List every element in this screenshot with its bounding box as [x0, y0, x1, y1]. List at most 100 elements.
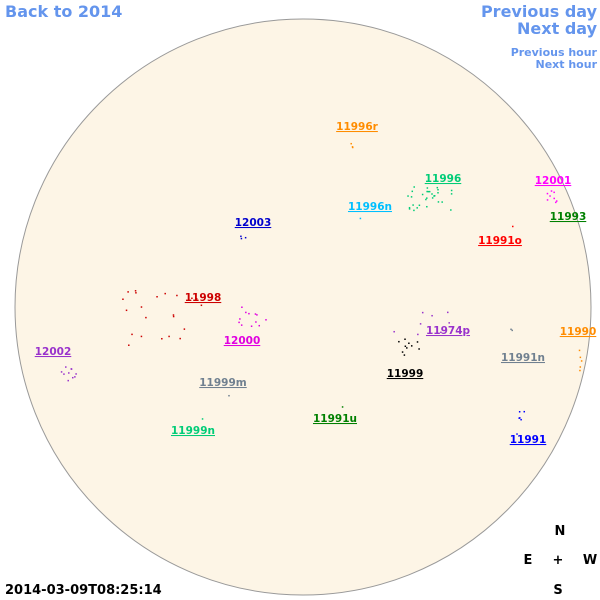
- sunspot: [450, 209, 452, 211]
- sunspot: [419, 323, 422, 325]
- sunspot: [579, 356, 582, 359]
- sunspot: [431, 197, 434, 199]
- sunspot: [68, 372, 70, 374]
- region-label: 11996n: [348, 201, 392, 213]
- sunspot: [421, 193, 424, 196]
- sunspot: [546, 192, 549, 195]
- sunspot: [134, 290, 137, 292]
- sunspot: [553, 197, 555, 200]
- sunspot: [127, 291, 129, 293]
- sunspot: [172, 314, 175, 316]
- sunspot: [580, 360, 583, 362]
- sunspot: [200, 304, 203, 307]
- sunspot: [553, 191, 555, 194]
- region-label: 12001: [535, 175, 572, 187]
- region-label: 11999: [387, 368, 424, 380]
- previous-day-link[interactable]: Previous day: [481, 2, 598, 21]
- sunspot: [128, 344, 130, 346]
- sunspot: [416, 341, 419, 343]
- sunspot: [450, 193, 453, 195]
- sunspot: [426, 190, 428, 193]
- compass-north: N: [555, 524, 566, 539]
- sunspot: [201, 418, 204, 420]
- region-label: 11998: [185, 292, 222, 304]
- sunspot: [412, 204, 414, 206]
- solar-disk: [14, 18, 592, 596]
- region-label: 11993: [550, 211, 587, 223]
- previous-hour-link[interactable]: Previous hour: [511, 46, 598, 59]
- sunspot: [145, 316, 147, 319]
- sunspot: [447, 311, 449, 314]
- sunspot: [70, 368, 73, 370]
- sunspot: [408, 208, 411, 210]
- region-label: 11991n: [501, 352, 545, 364]
- sunspot: [176, 294, 178, 297]
- sunspot: [401, 351, 404, 353]
- sunspot: [555, 200, 558, 202]
- sunspot: [408, 206, 411, 209]
- sunspot: [555, 201, 557, 204]
- sunspot: [404, 345, 407, 348]
- sunspot: [240, 235, 242, 238]
- region-label: 12003: [235, 217, 272, 229]
- sunspot: [393, 330, 395, 333]
- sunspot: [518, 411, 521, 413]
- sunspot: [239, 318, 241, 320]
- next-day-link[interactable]: Next day: [517, 19, 598, 38]
- sunspot: [431, 314, 433, 317]
- compass-west: W: [583, 553, 597, 568]
- sunspot: [436, 186, 439, 189]
- sunspot: [255, 321, 257, 323]
- sunspot: [161, 337, 163, 340]
- sunspot: [60, 371, 63, 373]
- sunspot: [398, 340, 400, 343]
- back-link[interactable]: Back to 2014: [5, 2, 122, 21]
- sunspot: [172, 315, 175, 318]
- sunspot: [250, 325, 253, 327]
- region-labels: 11996r 11996 12001 11993 11996n 12003 11991o 11…: [35, 121, 597, 446]
- sunspot: [426, 205, 428, 208]
- region-label: 11999m: [199, 377, 247, 389]
- sunspot: [418, 348, 420, 350]
- sunspot: [437, 188, 439, 191]
- sunspot: [427, 190, 430, 193]
- sunspot: [244, 236, 247, 239]
- sunspot: [183, 328, 186, 330]
- compass-east: E: [524, 553, 533, 568]
- sunspot: [411, 190, 414, 193]
- sunspot: [523, 410, 526, 413]
- sunspot: [140, 335, 143, 338]
- timestamp: 2014-03-09T08:25:14: [5, 583, 162, 598]
- sunspot: [410, 196, 413, 198]
- sunspot: [428, 190, 431, 193]
- sunspot: [413, 186, 415, 188]
- next-hour-link[interactable]: Next hour: [536, 58, 598, 71]
- sunspot: [518, 417, 520, 419]
- sunspot: [441, 201, 443, 203]
- sunspot: [125, 309, 128, 312]
- sunspot: [550, 190, 553, 192]
- sunspot: [72, 376, 74, 379]
- sunspot: [168, 335, 170, 338]
- sunspot: [416, 207, 418, 209]
- region-label: 11991o: [478, 235, 522, 247]
- sunspot: [122, 298, 124, 300]
- sunspot: [448, 322, 450, 324]
- region-label: 12002: [35, 346, 72, 358]
- sunspot: [450, 189, 453, 192]
- sunspot: [74, 376, 76, 378]
- region-label: 11990: [560, 326, 597, 338]
- sunspot: [245, 311, 247, 314]
- sunspot: [510, 328, 512, 331]
- sunspot: [418, 204, 421, 207]
- sunspot: [549, 195, 551, 197]
- region-label: 11996r: [336, 121, 379, 133]
- sunspot: [240, 237, 243, 240]
- sunspot: [265, 319, 267, 321]
- region-label: 12000: [224, 335, 261, 347]
- sunspot: [437, 192, 439, 194]
- sunspot: [425, 198, 427, 201]
- sunspot: [238, 321, 240, 324]
- sunspot: [417, 333, 419, 336]
